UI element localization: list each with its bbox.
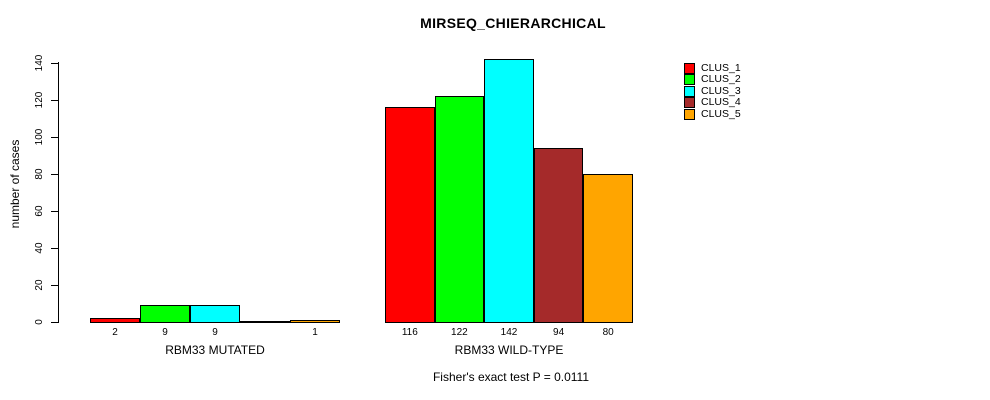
y-tick-label: 40 (34, 242, 45, 254)
y-tick-mark (51, 248, 58, 249)
group-label: RBM33 MUTATED (165, 343, 265, 357)
y-tick-label: 60 (34, 205, 45, 217)
y-tick-mark (51, 63, 58, 64)
bar-clus_2 (140, 305, 190, 323)
bar-clus_4 (533, 148, 584, 323)
annotation-text: Fisher's exact test P = 0.0111 (432, 370, 590, 384)
legend-swatch-clus_3 (684, 85, 695, 97)
legend-swatch-clus_5 (684, 108, 695, 120)
y-axis-line (58, 62, 59, 323)
legend-label: CLUS_3 (701, 84, 741, 97)
y-axis-label: number of cases (8, 139, 22, 229)
y-tick-label: 0 (34, 319, 45, 325)
bar-value-label: 2 (112, 327, 118, 338)
legend-label: CLUS_1 (701, 62, 741, 74)
bar-clus_5 (583, 174, 633, 323)
bar-clus_1 (385, 107, 435, 323)
legend-swatch-clus_1 (684, 63, 695, 74)
bar-value-label: 142 (500, 327, 518, 338)
y-tick-mark (51, 174, 58, 175)
y-tick-label: 100 (34, 128, 45, 146)
legend-swatch-clus_2 (684, 74, 695, 86)
bar-clus_2 (434, 96, 485, 323)
bar-value-label: 9 (162, 327, 168, 338)
y-tick-mark (51, 322, 58, 323)
group-label: RBM33 WILD-TYPE (454, 343, 564, 357)
bar-value-label: 116 (401, 327, 418, 338)
bar-clus_1 (90, 318, 140, 323)
y-tick-label: 140 (34, 54, 45, 72)
bar-value-label: 9 (212, 327, 218, 338)
bar-value-label: 94 (553, 327, 565, 338)
legend-label: CLUS_4 (701, 96, 741, 109)
legend-swatch-clus_4 (684, 97, 695, 109)
chart-title: MIRSEQ_CHIERARCHICAL (420, 15, 606, 31)
y-tick-mark (51, 137, 58, 138)
y-tick-label: 120 (34, 91, 45, 109)
y-tick-mark (51, 100, 58, 101)
bar-clus_3 (484, 59, 534, 323)
y-tick-label: 20 (34, 279, 45, 291)
y-tick-label: 80 (34, 168, 45, 180)
legend-label: CLUS_5 (701, 107, 741, 120)
bar-clus_3 (190, 305, 240, 323)
y-tick-mark (51, 211, 58, 212)
legend-label: CLUS_2 (701, 73, 741, 86)
bar-value-label: 80 (602, 327, 614, 338)
bar-clus_5 (290, 320, 340, 323)
bar-clus_4-zero (240, 321, 290, 323)
bar-value-label: 122 (451, 327, 468, 338)
bar-value-label: 1 (312, 327, 318, 338)
y-tick-mark (51, 285, 58, 286)
